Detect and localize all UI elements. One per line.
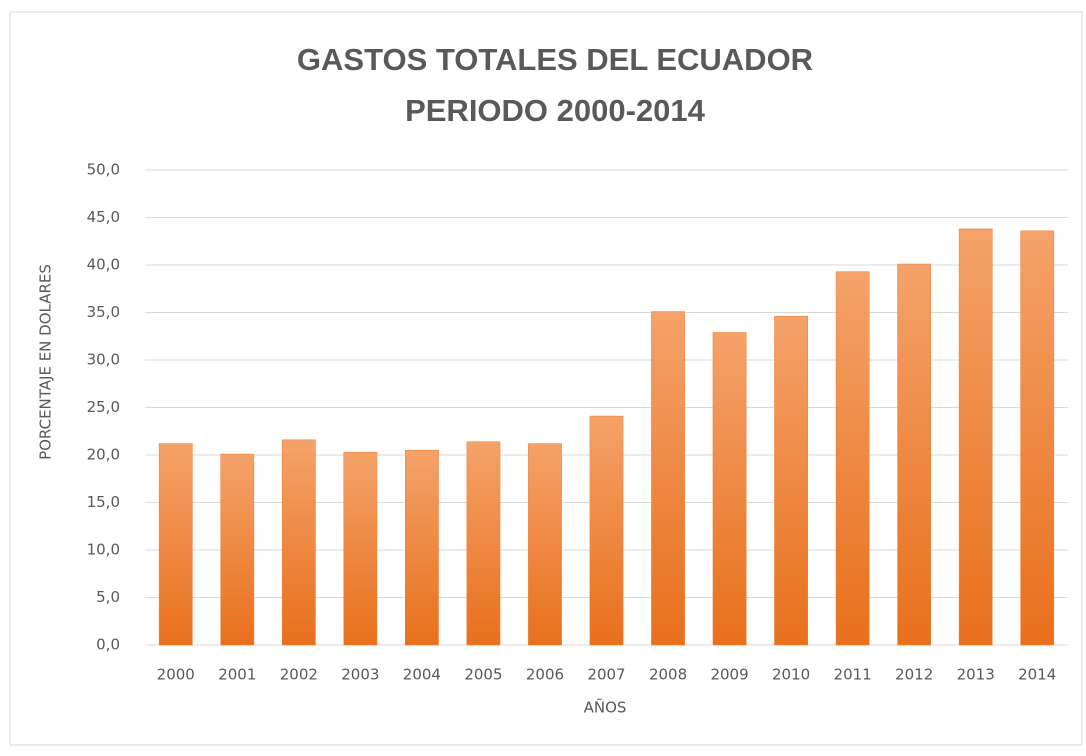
x-tick-label: 2003: [341, 666, 379, 684]
bar: [712, 332, 747, 646]
bar: [897, 263, 932, 646]
y-tick-label: 45,0: [87, 208, 120, 226]
y-tick-label: 35,0: [87, 303, 120, 321]
y-tick-label: 50,0: [87, 161, 120, 179]
y-tick-label: 10,0: [87, 541, 120, 559]
x-tick-label: 2010: [772, 666, 810, 684]
x-axis-label: AÑOS: [584, 698, 627, 717]
bar: [589, 415, 624, 646]
bar: [958, 228, 993, 646]
x-tick-label: 2004: [403, 666, 441, 684]
x-tick-label: 2002: [280, 666, 318, 684]
y-tick-label: 20,0: [87, 446, 120, 464]
x-tick-label: 2012: [895, 666, 933, 684]
x-tick-label: 2005: [464, 666, 502, 684]
x-tick-label: 2008: [649, 666, 687, 684]
y-tick-label: 30,0: [87, 351, 120, 369]
bar: [281, 439, 316, 646]
y-tick-label: 0,0: [96, 636, 120, 654]
bar: [835, 271, 870, 646]
x-tick-label: 2006: [526, 666, 564, 684]
bar: [343, 451, 378, 646]
y-tick-label: 25,0: [87, 398, 120, 416]
bar: [220, 453, 255, 646]
x-tick-label: 2000: [157, 666, 195, 684]
x-tick-label: 2013: [957, 666, 995, 684]
y-tick-label: 5,0: [96, 588, 120, 606]
x-tick-label: 2007: [587, 666, 625, 684]
x-tick-label: 2011: [834, 666, 872, 684]
y-axis-label: PORCENTAJE EN DOLARES: [37, 264, 55, 460]
bar: [158, 443, 193, 646]
bar: [405, 450, 439, 646]
x-tick-label: 2009: [710, 666, 748, 684]
bar: [1020, 230, 1055, 646]
chart-title: PERIODO 2000-2014: [405, 93, 706, 128]
bar: [774, 316, 808, 646]
y-tick-label: 15,0: [87, 493, 120, 511]
bar: [651, 311, 685, 646]
chart-title: GASTOS TOTALES DEL ECUADOR: [297, 42, 813, 77]
x-tick-label: 2001: [218, 666, 256, 684]
y-tick-label: 40,0: [87, 256, 120, 274]
bar: [528, 443, 562, 646]
x-tick-label: 2014: [1018, 666, 1056, 684]
bar: [466, 441, 501, 646]
